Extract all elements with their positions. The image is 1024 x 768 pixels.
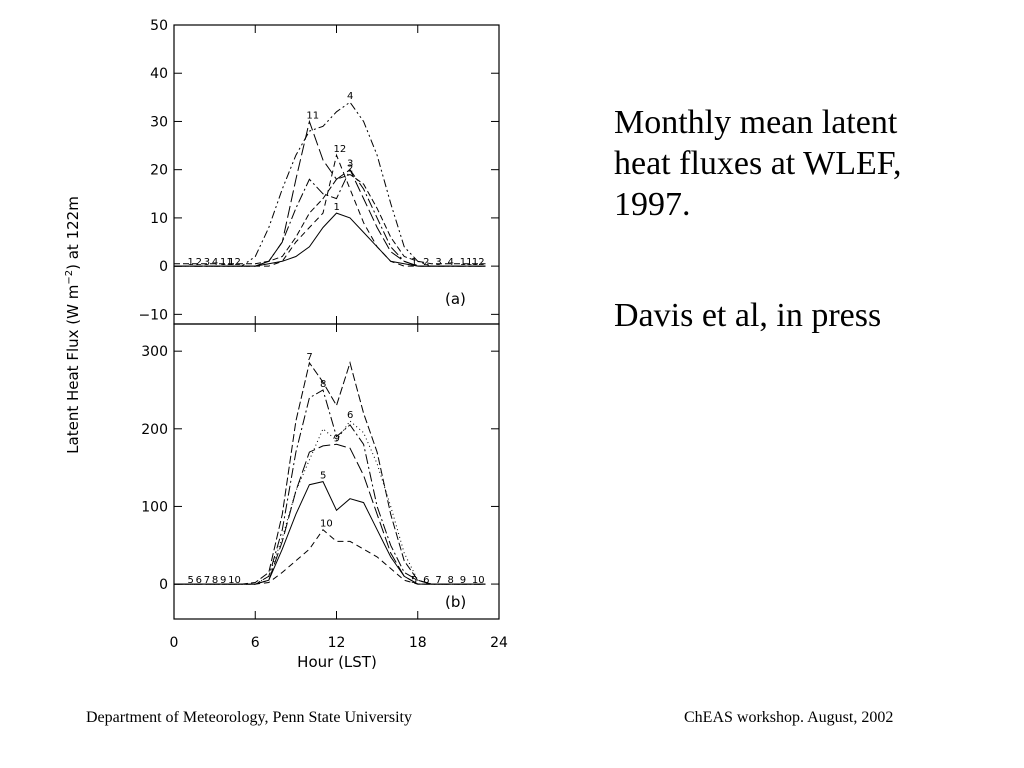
y-axis-label-part1: Latent Heat Flux (W m (64, 285, 82, 454)
series-base-label-b-month-7-1: 7 (435, 575, 441, 586)
plot-frame-a (173, 24, 500, 325)
series-base-label-a-month-12-1: 12 (472, 257, 485, 268)
series-base-label-b-month-10-0: 10 (228, 575, 241, 586)
series-base-label-b-month-6-0: 6 (196, 575, 202, 586)
series-line-a-month-12 (174, 153, 486, 267)
series-base-label-a-month-4-0: 4 (212, 257, 218, 268)
series-base-label-b-month-5-1: 5 (411, 575, 417, 586)
caption-line-1: Monthly mean latent (614, 104, 898, 141)
series-base-label-a-month-1-1: 1 (411, 257, 417, 268)
citation: Davis et al, in press (614, 297, 882, 334)
series-line-b-month-5 (174, 481, 486, 585)
series-line-b-month-9 (174, 443, 486, 585)
y-tick-label-a-0: −10 (138, 307, 168, 323)
y-tick-label-a-2: 10 (150, 211, 168, 227)
y-tick-label-b-2: 200 (141, 422, 168, 438)
series-line-b-month-8 (174, 389, 486, 585)
series-peak-label-a-month-3: 3 (347, 159, 353, 170)
x-axis-label: Hour (LST) (297, 653, 377, 671)
x-tick-label-3: 18 (409, 635, 427, 651)
y-tick-label-b-3: 300 (141, 344, 168, 360)
series-base-label-b-month-7-0: 7 (204, 575, 210, 586)
series-base-label-b-month-6-1: 6 (423, 575, 429, 586)
series-base-label-a-month-2-0: 2 (196, 257, 202, 268)
series-peak-label-a-month-12: 12 (334, 144, 347, 155)
series-line-b-month-7 (174, 361, 486, 585)
y-tick-label-b-1: 100 (141, 499, 168, 515)
y-tick-label-a-4: 30 (150, 114, 168, 130)
series-base-label-a-month-3-0: 3 (204, 257, 210, 268)
series-base-label-a-month-4-1: 4 (448, 257, 454, 268)
series-base-label-a-month-1-0: 1 (188, 257, 194, 268)
series-base-label-b-month-10-1: 10 (472, 575, 485, 586)
series-peak-label-a-month-11: 11 (306, 110, 319, 121)
x-tick-label-1: 6 (251, 635, 260, 651)
panel-label-b: (b) (445, 593, 466, 611)
caption-block: Monthly mean latent heat fluxes at WLEF,… (614, 103, 901, 225)
series-line-a-month-2 (174, 173, 486, 265)
series-base-label-a-month-12-0: 12 (228, 257, 241, 268)
footer-left: Department of Meteorology, Penn State Un… (86, 709, 412, 726)
series-peak-label-a-month-1: 1 (334, 202, 340, 213)
series-base-label-b-month-8-0: 8 (212, 575, 218, 586)
series-base-label-a-month-2-1: 2 (423, 257, 429, 268)
panel-label-a: (a) (445, 290, 466, 308)
y-axis-label-sup: −2 (64, 270, 75, 285)
y-tick-label-a-6: 50 (150, 18, 168, 34)
series-peak-label-b-month-10: 10 (320, 519, 333, 530)
series-base-label-b-month-9-1: 9 (460, 575, 466, 586)
x-tick-label-0: 0 (170, 635, 179, 651)
caption-line-2: heat fluxes at WLEF, (614, 144, 902, 182)
caption-line-3: 1997. (614, 185, 691, 223)
series-peak-label-a-month-2: 2 (347, 164, 353, 175)
y-tick-label-a-5: 40 (150, 66, 168, 82)
series-base-label-a-month-11-1: 11 (460, 257, 473, 268)
y-tick-label-b-0: 0 (159, 577, 168, 593)
y-axis-label: Latent Heat Flux (W m−2) at 122m (64, 196, 82, 454)
footer-right: ChEAS workshop. August, 2002 (684, 709, 894, 726)
series-line-a-month-11 (174, 119, 486, 267)
series-peak-label-b-month-7: 7 (306, 352, 312, 363)
series-peak-label-b-month-6: 6 (347, 410, 353, 421)
series-line-b-month-10 (174, 528, 486, 585)
x-tick-label-2: 12 (328, 635, 346, 651)
series-base-label-b-month-5-0: 5 (188, 575, 194, 586)
y-tick-label-a-3: 20 (150, 163, 168, 179)
series-peak-label-b-month-9: 9 (334, 433, 340, 444)
y-tick-label-a-1: 0 (159, 259, 168, 275)
x-tick-label-4: 24 (490, 635, 508, 651)
series-base-label-b-month-9-0: 9 (220, 575, 226, 586)
y-axis-label-part2: ) at 122m (64, 196, 82, 270)
series-peak-label-b-month-5: 5 (320, 471, 326, 482)
series-base-label-b-month-8-1: 8 (448, 575, 454, 586)
series-base-label-a-month-11-0: 11 (220, 257, 233, 268)
series-peak-label-b-month-8: 8 (320, 379, 326, 390)
series-layer (174, 101, 486, 585)
series-base-label-a-month-3-1: 3 (435, 257, 441, 268)
series-peak-label-a-month-4: 4 (347, 91, 353, 102)
